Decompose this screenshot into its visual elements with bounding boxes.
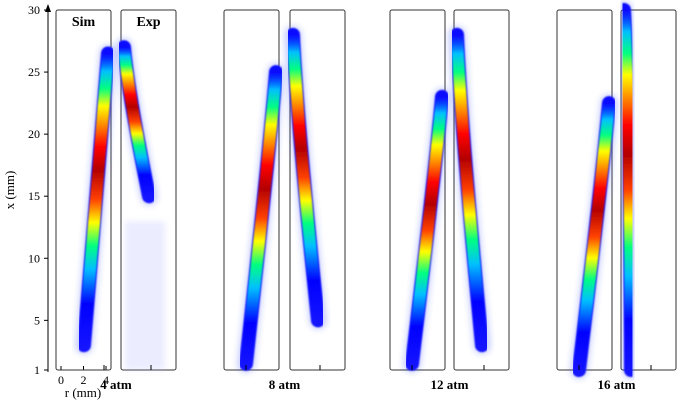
x-axis-ticks: 0 2 4: [58, 366, 109, 387]
x-tick-label: 4: [103, 373, 109, 387]
x-axis: 0 2 4 r (mm): [58, 366, 109, 400]
y-tick-label: 20: [28, 127, 40, 141]
sim-panel-frame: [55, 9, 112, 371]
panel-group: 12 atm: [389, 9, 510, 392]
pressure-label: 12 atm: [431, 377, 469, 392]
x-axis-label: r (mm): [65, 385, 101, 400]
y-tick-label: 30: [28, 3, 40, 17]
y-tick-label: 5: [34, 313, 40, 327]
pressure-label: 16 atm: [598, 377, 636, 392]
panels: 4 atm Sim Exp 8 atm 12 atm 16 atm: [55, 1, 677, 392]
exp-flame: [115, 38, 158, 206]
sim-flame: [75, 44, 117, 355]
exp-noise: [125, 221, 165, 370]
exp-panel-frame: [453, 9, 510, 371]
panel-group: 16 atm: [556, 1, 677, 392]
x-tick-label: 2: [81, 373, 87, 387]
panel-group: 8 atm: [223, 9, 346, 392]
y-tick-label: 10: [28, 251, 40, 265]
y-tick-label: 25: [28, 65, 40, 79]
sim-flame: [570, 94, 618, 379]
exp-flame: [284, 25, 327, 330]
x-tick-label: 0: [58, 373, 64, 387]
pressure-label: 4 atm: [100, 377, 132, 392]
exp-flame: [615, 1, 640, 379]
y-tick-label: 1: [34, 363, 40, 377]
sim-label: Sim: [72, 15, 96, 30]
y-axis-label: x (mm): [2, 171, 17, 210]
pressure-label: 8 atm: [269, 377, 301, 392]
panel-group: 4 atm Sim Exp: [55, 9, 177, 392]
exp-flame: [448, 25, 491, 355]
y-tick-label: 15: [28, 189, 40, 203]
sim-flame: [237, 63, 285, 373]
exp-panel-frame: [289, 9, 346, 371]
exp-label: Exp: [136, 15, 160, 30]
sim-flame: [403, 87, 451, 373]
